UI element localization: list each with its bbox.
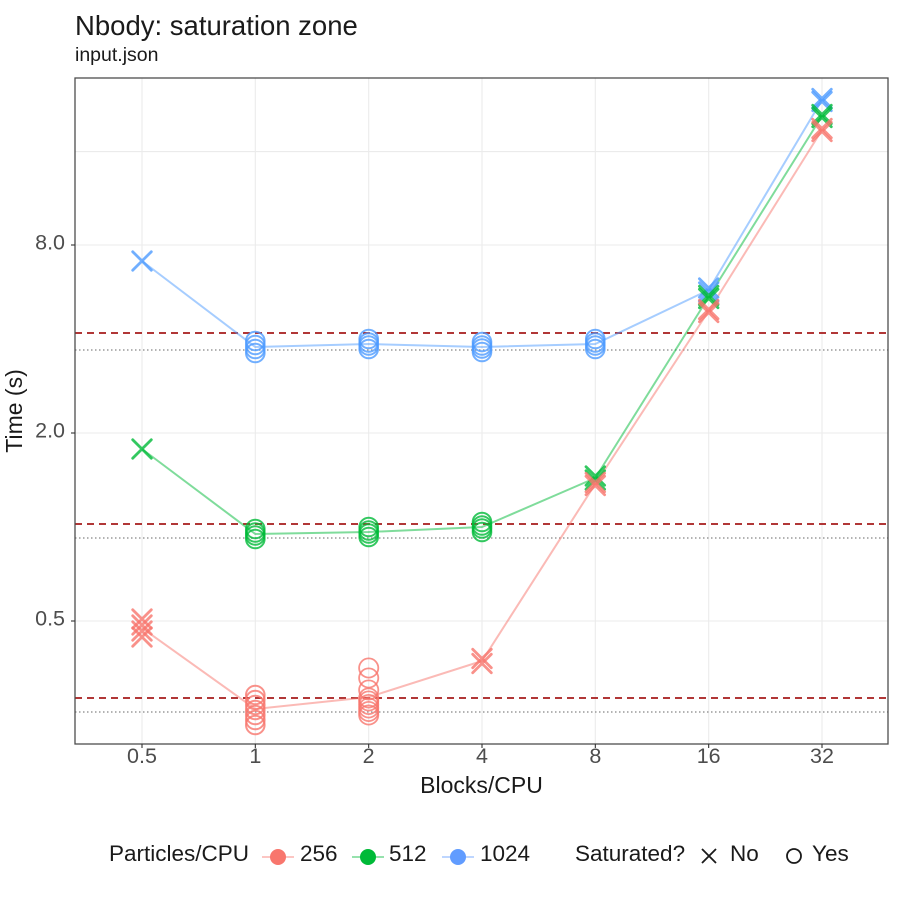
svg-text:Particles/CPU: Particles/CPU: [109, 841, 249, 866]
svg-text:8.0: 8.0: [35, 231, 65, 255]
svg-text:2.0: 2.0: [35, 419, 65, 443]
svg-text:No: No: [730, 841, 759, 866]
svg-text:1024: 1024: [480, 841, 530, 866]
svg-text:Saturated?: Saturated?: [575, 841, 685, 866]
svg-text:512: 512: [389, 841, 427, 866]
svg-text:256: 256: [300, 841, 338, 866]
svg-text:0.5: 0.5: [35, 607, 65, 631]
svg-text:Blocks/CPU: Blocks/CPU: [420, 772, 543, 798]
svg-text:Time (s): Time (s): [1, 369, 27, 452]
svg-text:Yes: Yes: [812, 841, 849, 866]
